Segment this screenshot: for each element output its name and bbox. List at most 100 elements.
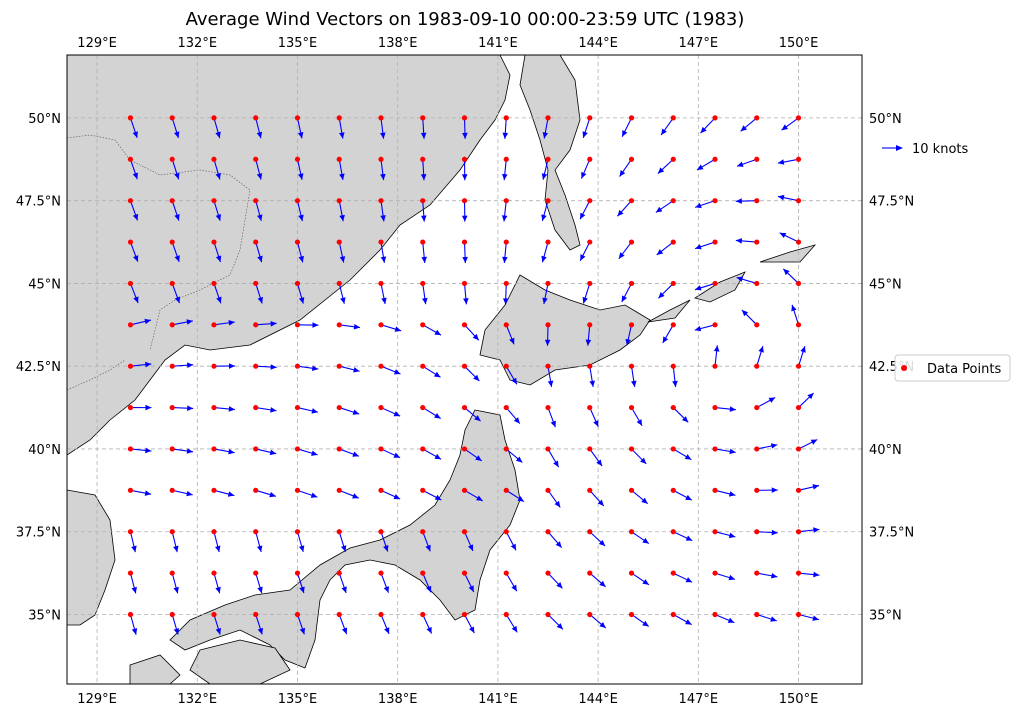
data-point [127,322,134,328]
data-point [712,363,718,369]
wind-vector-head [339,173,345,180]
wind-vector-head [770,443,778,449]
wind-vector-head [467,544,474,551]
wind-vector-head [771,487,778,493]
data-point [420,115,426,121]
data-point [754,404,760,411]
data-point [294,529,301,535]
wind-vector-head [617,209,624,217]
data-point [461,611,468,618]
data-point [545,487,551,493]
data-point [127,363,134,369]
wind-vector-head [131,628,138,635]
data-point [503,115,509,121]
wind-vector-head [468,585,474,592]
data-point [378,156,384,162]
wind-vector-head [462,256,468,264]
wind-vector-head [298,214,304,222]
data-point [670,446,676,452]
data-point [294,446,301,452]
wind-vector-head [656,249,664,255]
data-point [461,322,468,328]
wind-vector-head [341,586,347,593]
data-point [670,611,676,618]
data-point [545,156,551,162]
wind-vector-head [735,238,743,244]
wind-vector-head [144,318,151,325]
wind-vector-head [777,194,785,201]
wind-vector-head [642,620,649,627]
wind-vector-head [771,529,778,536]
wind-vector-head [812,615,819,621]
wind-vector-head [741,310,749,317]
wind-vector-head [310,492,318,498]
data-point [795,115,802,121]
data-point [628,446,635,452]
wind-vector-head [813,527,820,533]
lon-tick-label: 150°E [779,36,819,51]
data-point [169,487,175,493]
wind-vector-head [777,159,785,165]
lon-tick-label: 135°E [278,692,318,707]
data-point [754,446,760,452]
data-point [795,446,802,452]
lat-tick-label: 45°N [869,277,902,292]
kyushu-island [129,654,181,684]
data-point [253,363,259,369]
data-point [795,239,802,245]
data-point [795,487,802,493]
wind-vector-head [502,132,509,139]
data-point [587,280,593,287]
data-point [378,570,384,576]
data-point [420,363,426,369]
wind-vector-head [433,371,441,378]
wind-vector-head [728,532,736,539]
data-point [127,446,134,452]
wind-vector-head [713,345,720,352]
wind-vector-head [517,496,524,502]
wind-vector-head [434,329,442,336]
data-point [587,446,593,452]
data-point [211,611,217,618]
data-point [712,570,718,576]
data-point [461,570,468,576]
data-point [795,280,802,287]
wind-vector-head [380,132,386,139]
wind-vector-head [541,173,548,180]
data-point [461,363,468,369]
data-point [294,156,301,162]
points-legend: Data Points [894,354,1011,382]
data-point [253,529,259,535]
data-point [628,529,635,535]
wind-vector-head [173,586,179,594]
data-point [253,446,259,452]
wind-vector-head [186,448,194,454]
data-point [211,446,217,452]
wind-vector-head [393,369,401,375]
data-point [378,239,384,245]
wind-vector-head [599,580,606,587]
data-point [754,570,760,576]
wind-vector-head [597,499,604,506]
data-point [754,198,760,204]
wind-vector-head [513,417,520,424]
data-point [795,363,802,369]
data-point [503,322,509,328]
data-point [754,156,760,162]
data-point [253,404,259,411]
wind-vector-head [311,365,319,372]
data-point [378,363,384,369]
wind-vector-head [145,361,152,368]
wind-vector-head [214,545,221,553]
wind-vector-head [187,405,194,412]
data-point [127,611,134,618]
wind-vector-head [425,544,431,552]
data-point [294,280,301,287]
data-point [712,115,718,121]
data-point [587,239,593,245]
wind-vector-head [728,574,736,581]
data-point [754,115,760,121]
data-point [253,198,259,204]
wind-vector-head [596,459,603,467]
data-point [503,156,509,162]
